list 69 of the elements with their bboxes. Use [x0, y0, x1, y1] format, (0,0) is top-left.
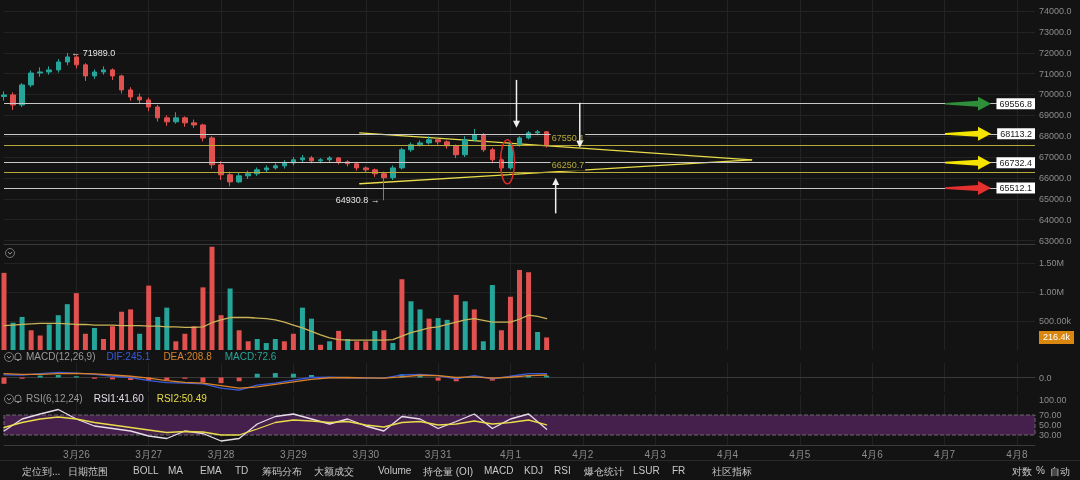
annotation: 66250.7 — [551, 160, 585, 171]
ref-line-label: 66732.4 — [999, 157, 1032, 168]
x-tick-label: 4月8 — [1006, 448, 1028, 460]
y-tick-label: 50.00 — [1039, 420, 1062, 430]
y-tick-label: 30.00 — [1039, 430, 1062, 440]
chart-title: RSI(6,12,24) — [26, 392, 83, 404]
text: 0.0 — [1039, 372, 1052, 383]
x-tick-label: 3月26 — [63, 448, 91, 460]
text: TD — [235, 465, 249, 476]
text: % — [1036, 465, 1045, 476]
x-tick-label: 4月2 — [572, 448, 594, 460]
y-tick-label: 69000.0 — [1039, 110, 1072, 121]
y-tick-label: 1.50M — [1039, 257, 1065, 268]
ref-line-label: 68113.2 — [1000, 128, 1032, 139]
ref-line-label: 65512.1 — [999, 183, 1032, 194]
y-tick-label: 63000.0 — [1039, 235, 1072, 246]
text: FR — [672, 465, 686, 476]
text: 对数 — [1012, 465, 1032, 479]
text: 日期范围 — [68, 465, 108, 479]
x-tick-label: 4月4 — [716, 448, 739, 460]
text: MACD — [484, 465, 514, 476]
text: RSI1:41.60 — [93, 392, 145, 404]
annotation: 64930.8 → — [335, 195, 380, 206]
y-tick-label: 100.00 — [1039, 395, 1067, 405]
series-label: DEA:208.8 — [163, 350, 213, 362]
text: 大额成交 — [314, 465, 354, 479]
y-tick-label: 74000.0 — [1039, 6, 1072, 17]
x-tick-label: 3月31 — [424, 448, 452, 460]
y-tick-label: 72000.0 — [1039, 47, 1072, 58]
y-tick-label: 1.00M — [1039, 286, 1065, 297]
x-tick-label: 4月3 — [644, 448, 667, 460]
ref-line-label: 69556.8 — [999, 98, 1032, 109]
y-tick-label: 71000.0 — [1039, 68, 1072, 79]
text: 筹码分布 — [262, 465, 302, 479]
text: 自动 — [1050, 465, 1070, 479]
series-label: MACD:72.6 — [224, 350, 277, 362]
x-tick-label: 3月27 — [135, 448, 163, 460]
text: RSI — [554, 465, 571, 476]
text: 爆仓统计 — [584, 465, 624, 479]
y-tick-label: 65000.0 — [1039, 193, 1072, 204]
x-tick-label: 3月30 — [352, 448, 380, 460]
text: EMA — [200, 465, 222, 476]
text: KDJ — [524, 465, 543, 476]
text: 社区指标 — [712, 465, 752, 479]
y-tick-label: 66000.0 — [1039, 172, 1072, 183]
text: RSI2:50.49 — [156, 392, 208, 404]
y-tick-label: 500.00k — [1039, 315, 1072, 326]
x-tick-label: 4月7 — [934, 448, 956, 460]
annotation: ← 71989.0 — [71, 48, 116, 58]
y-tick-label: 67000.0 — [1039, 152, 1072, 163]
text: BOLL — [133, 465, 159, 476]
y-tick-label: 73000.0 — [1039, 26, 1072, 37]
chart-title: MACD(12,26,9) — [26, 350, 96, 362]
text: Volume — [378, 465, 412, 476]
text: 定位到... — [22, 465, 61, 479]
text: LSUR — [633, 465, 660, 476]
x-tick-label: 4月1 — [499, 448, 522, 460]
x-tick-label: 3月29 — [280, 448, 308, 460]
x-tick-label: 4月5 — [789, 448, 811, 460]
y-tick-label: 70.00 — [1039, 410, 1062, 420]
y-tick-label: 68000.0 — [1039, 131, 1072, 142]
text: 持仓量 (OI) — [423, 465, 473, 479]
series-label: DIF:245.1 — [106, 350, 151, 362]
text: MA — [168, 465, 183, 476]
x-tick-label: 3月28 — [207, 448, 235, 460]
y-tick-label: 70000.0 — [1039, 89, 1072, 100]
y-tick-label: 64000.0 — [1039, 214, 1072, 225]
x-tick-label: 4月6 — [861, 448, 884, 460]
text: 216.4k — [1043, 332, 1071, 343]
